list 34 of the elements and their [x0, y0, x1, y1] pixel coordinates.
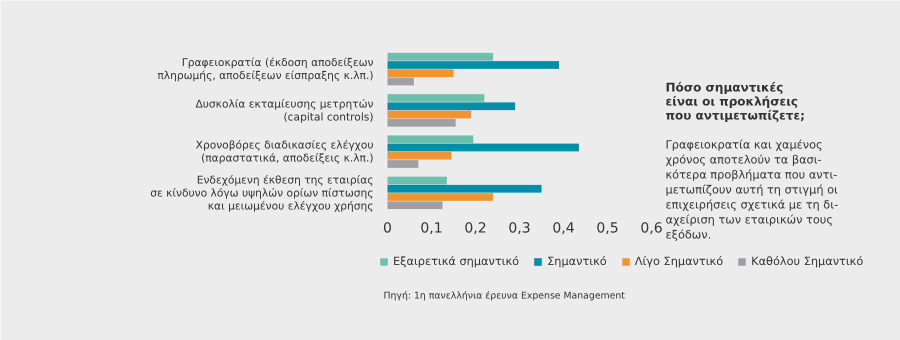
bar: [388, 61, 560, 69]
y-tick-label: Ενδεχόμενη έκθεση της εταιρίας σε κίνδυνο λόγω υψηλών ορίων πίστωσης και μειωμένου ελέγχου χρήσης: [150, 173, 374, 212]
text: Γραφειοκρατία και χαμένος χρόνος αποτελούν τα βασι- κότερα προβλήματα που αντι- μετωπίζουν αυτή τη στιγμή οι επιχειρήσεις σχετικά με τη δι- αχείριση των εταιρικών τους εξόδων.: [666, 138, 838, 242]
bar: [388, 52, 494, 61]
text: Πόσο σημαντικές είναι οι προκλήσεις που αντιμετωπίζετε;: [666, 80, 805, 122]
x-tick-label: 0,3: [508, 220, 531, 236]
bar: [388, 184, 542, 193]
x-tick-label: 0: [383, 220, 392, 236]
y-tick-label: Δυσκολία εκταμίευσης μετρητών (capital controls): [195, 97, 374, 124]
bar: [388, 102, 516, 110]
bar: [388, 110, 472, 118]
x-tick-label: 0,6: [640, 220, 663, 236]
bar: [388, 118, 456, 127]
bar: [388, 135, 474, 144]
bar: [388, 94, 484, 102]
x-tick-label: 0,2: [464, 220, 487, 236]
legend-label: Λίγο Σημαντικό: [634, 254, 724, 268]
x-tick-label: 0,5: [596, 220, 619, 236]
bar: [388, 201, 442, 210]
x-tick-label: 0,4: [552, 220, 575, 236]
bar: [388, 193, 494, 201]
text: Πηγή: 1η πανελλήνια έρευνα Expense Management: [384, 290, 626, 302]
y-tick-label: Γραφειοκρατία (έκδοση αποδείξεων πληρωμής, αποδείξεων είσπραξης κ.λπ.): [157, 56, 374, 82]
bar: [388, 160, 418, 168]
bar: [388, 69, 454, 78]
legend-label: Εξαιρετικά σημαντικό: [393, 254, 520, 268]
legend-label: Σημαντικό: [547, 254, 607, 268]
bar: [388, 176, 447, 184]
bar: [388, 144, 579, 152]
y-tick-label: Χρονοβόρες διαδικασίες ελέγχου (παραστατικά, αποδείξεις κ.λπ.): [196, 138, 374, 165]
legend-label: Καθόλου Σημαντικό: [751, 254, 864, 268]
bar: [388, 78, 414, 86]
bar: [388, 152, 452, 160]
x-tick-label: 0,1: [420, 220, 443, 236]
